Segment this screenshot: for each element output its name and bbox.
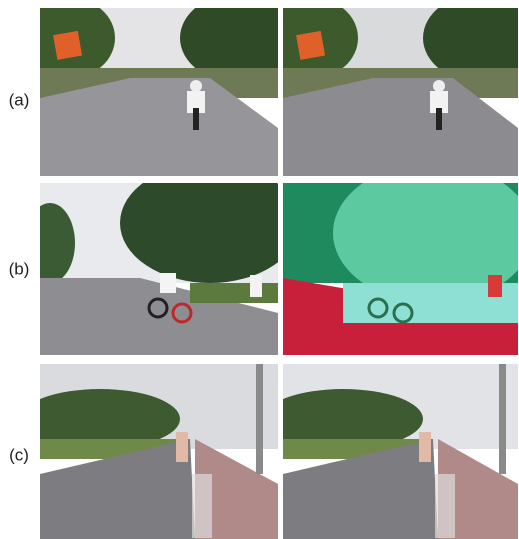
scene (283, 364, 518, 539)
cyclist (430, 91, 448, 113)
trees (283, 389, 423, 449)
cyclist (419, 432, 431, 462)
sign (53, 30, 83, 60)
pole (499, 364, 506, 474)
sign (296, 30, 326, 60)
scene (40, 364, 278, 539)
road (283, 439, 438, 539)
row-label: (c) (9, 445, 29, 464)
bike (193, 108, 199, 130)
trees (40, 389, 180, 449)
crosswalk (192, 474, 212, 538)
bikelane (438, 439, 518, 539)
grass (190, 283, 278, 303)
seg-cyclist (392, 302, 414, 324)
photo (283, 364, 518, 539)
road (40, 439, 195, 539)
scene (283, 8, 518, 176)
tree (40, 203, 75, 283)
cyclist (433, 80, 445, 92)
cyclist (176, 432, 188, 462)
cyclist (187, 91, 205, 113)
photo (40, 364, 278, 539)
photo (283, 183, 518, 355)
tree (423, 8, 518, 83)
road (40, 78, 278, 176)
cyclist (160, 273, 176, 293)
seg-cyclist (367, 297, 389, 319)
tree (180, 8, 278, 83)
pole (256, 364, 263, 474)
wheel (171, 302, 193, 324)
row-label: (a) (9, 90, 30, 109)
photo (283, 8, 518, 176)
row-label: (b) (9, 259, 30, 278)
wheel (147, 297, 169, 319)
seg-pedestrian (488, 275, 502, 297)
pedestrian (250, 275, 262, 297)
photo (40, 8, 278, 176)
scene (40, 8, 278, 176)
seg-tree (333, 183, 518, 303)
photo (40, 183, 278, 355)
bikelane (195, 439, 278, 539)
cyclist (190, 80, 202, 92)
scene (283, 183, 518, 355)
tree (120, 183, 278, 283)
crosswalk (435, 474, 455, 538)
scene (40, 183, 278, 355)
bike (436, 108, 442, 130)
road (283, 78, 518, 176)
